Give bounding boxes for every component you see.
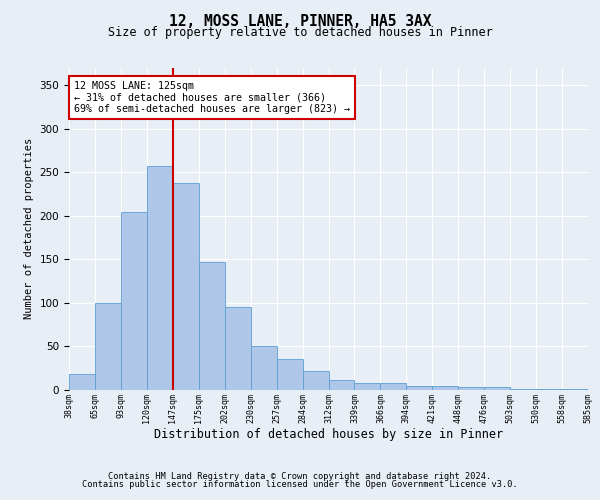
Bar [173,184,199,390]
Text: Contains public sector information licensed under the Open Government Licence v3: Contains public sector information licen… [82,480,518,489]
Bar [355,383,380,390]
Bar [69,374,95,390]
Text: 12, MOSS LANE, PINNER, HA5 3AX: 12, MOSS LANE, PINNER, HA5 3AX [169,14,431,29]
Y-axis label: Number of detached properties: Number of detached properties [24,138,34,320]
Bar [199,262,224,390]
Bar [380,383,406,390]
Bar [458,388,484,390]
Bar [147,166,173,390]
Bar [251,346,277,390]
Bar [433,386,458,390]
Bar [121,212,147,390]
X-axis label: Distribution of detached houses by size in Pinner: Distribution of detached houses by size … [154,428,503,442]
Bar [277,360,302,390]
Text: Size of property relative to detached houses in Pinner: Size of property relative to detached ho… [107,26,493,39]
Bar [510,389,536,390]
Text: 12 MOSS LANE: 125sqm
← 31% of detached houses are smaller (366)
69% of semi-deta: 12 MOSS LANE: 125sqm ← 31% of detached h… [74,80,350,114]
Bar [302,371,329,390]
Text: Contains HM Land Registry data © Crown copyright and database right 2024.: Contains HM Land Registry data © Crown c… [109,472,491,481]
Bar [536,389,562,390]
Bar [329,380,355,390]
Bar [484,388,510,390]
Bar [225,307,251,390]
Bar [562,389,588,390]
Bar [406,386,432,390]
Bar [95,303,121,390]
